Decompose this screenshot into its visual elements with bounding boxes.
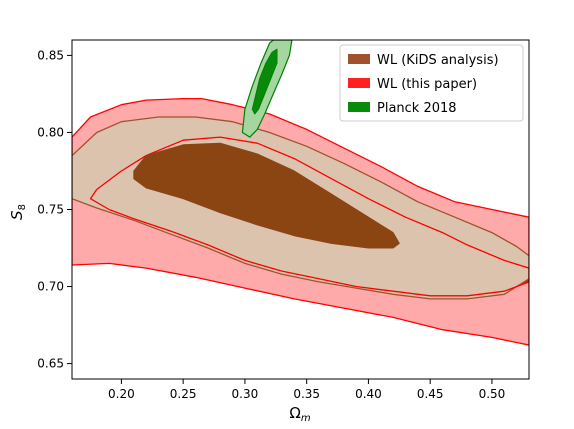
x-axis-label-sub: m — [301, 413, 311, 424]
y-tick-label: 0.65 — [37, 357, 64, 371]
y-tick-label: 0.85 — [37, 48, 64, 62]
legend: WL (KiDS analysis) WL (this paper) Planc… — [339, 44, 524, 122]
axis-ticks: 0.20 0.25 0.30 0.35 0.40 0.45 0.50 0.65 0.70 0.75… — [37, 48, 505, 401]
legend-swatch-wl — [348, 78, 370, 88]
wl-kids-68-contour — [133, 142, 400, 249]
legend-label-planck: Planck 2018 — [377, 101, 457, 116]
y-axis-label: S8 — [8, 204, 28, 220]
x-axis-label-base: Ω — [289, 404, 300, 422]
planck-68-contour — [251, 48, 278, 115]
y-axis-label-sub: 8 — [17, 204, 28, 210]
legend-swatch-planck — [348, 102, 370, 112]
x-axis-label: Ωm — [289, 404, 310, 424]
y-tick-label: 0.75 — [37, 203, 64, 217]
legend-label-wl: WL (this paper) — [377, 77, 477, 92]
legend-box — [339, 44, 524, 122]
x-tick-label: 0.45 — [417, 387, 444, 401]
legend-label-kids: WL (KiDS analysis) — [377, 53, 499, 68]
x-tick-label: 0.35 — [293, 387, 320, 401]
legend-swatch-kids — [348, 54, 370, 64]
x-tick-label: 0.20 — [108, 387, 135, 401]
x-tick-label: 0.40 — [355, 387, 382, 401]
wl-this-paper-68-outline — [89, 136, 529, 297]
y-axis-label-base: S — [8, 210, 26, 220]
y-tick-label: 0.70 — [37, 280, 64, 294]
contour-layers — [72, 40, 529, 346]
x-tick-label: 0.25 — [170, 387, 197, 401]
x-tick-label: 0.50 — [479, 387, 506, 401]
y-tick-label: 0.80 — [37, 125, 64, 139]
x-tick-label: 0.30 — [232, 387, 259, 401]
